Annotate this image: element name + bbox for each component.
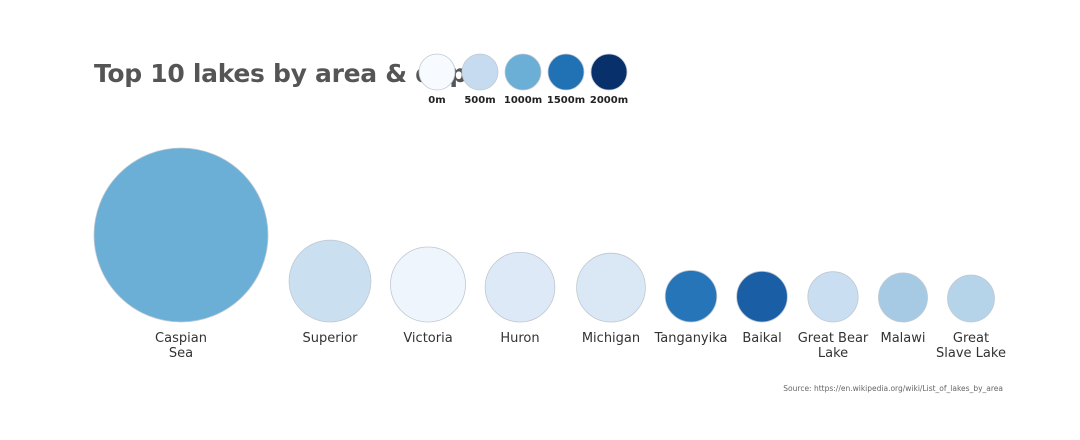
bubble-huron [484, 251, 556, 323]
bubble-tanganyika [664, 270, 718, 323]
legend-swatch-500 [461, 53, 499, 91]
label-tanganyika: Tanganyika [653, 331, 727, 346]
label-victoria: Victoria [403, 331, 452, 346]
legend-swatch-1000 [504, 53, 542, 91]
legend-label-0: 0m [428, 95, 445, 106]
depth-legend: 0m 500m 1000m 1500m 2000m [418, 53, 628, 106]
lake-bubbles: Caspian Sea Superior Victoria Huron Michigan T… [93, 147, 1006, 361]
legend-label-1000: 1000m [504, 95, 542, 106]
bubble-michigan [576, 252, 646, 323]
label-great-slave-lake: Great Slave Lake [936, 331, 1006, 361]
bubble-malawi [878, 272, 928, 323]
label-caspian-sea: Caspian Sea [155, 331, 207, 361]
bubble-baikal [736, 270, 788, 323]
legend-label-2000: 2000m [590, 95, 628, 106]
bubble-great-bear-lake [807, 271, 859, 323]
legend-swatch-2000 [590, 53, 628, 91]
bubble-victoria [390, 246, 466, 323]
label-huron: Huron [500, 331, 539, 346]
label-michigan: Michigan [582, 331, 640, 346]
legend-label-500: 500m [464, 95, 495, 106]
label-great-bear-lake: Great Bear Lake [798, 331, 869, 361]
legend-swatch-0 [418, 53, 456, 91]
label-superior: Superior [303, 331, 359, 346]
label-malawi: Malawi [880, 331, 925, 346]
bubble-great-slave-lake [947, 274, 995, 323]
legend-swatch-1500 [547, 53, 585, 91]
label-baikal: Baikal [742, 331, 781, 346]
bubble-superior [288, 239, 372, 323]
bubble-caspian-sea [93, 147, 269, 323]
legend-label-1500: 1500m [547, 95, 585, 106]
source-note: Source: https://en.wikipedia.org/wiki/Li… [783, 384, 1003, 393]
